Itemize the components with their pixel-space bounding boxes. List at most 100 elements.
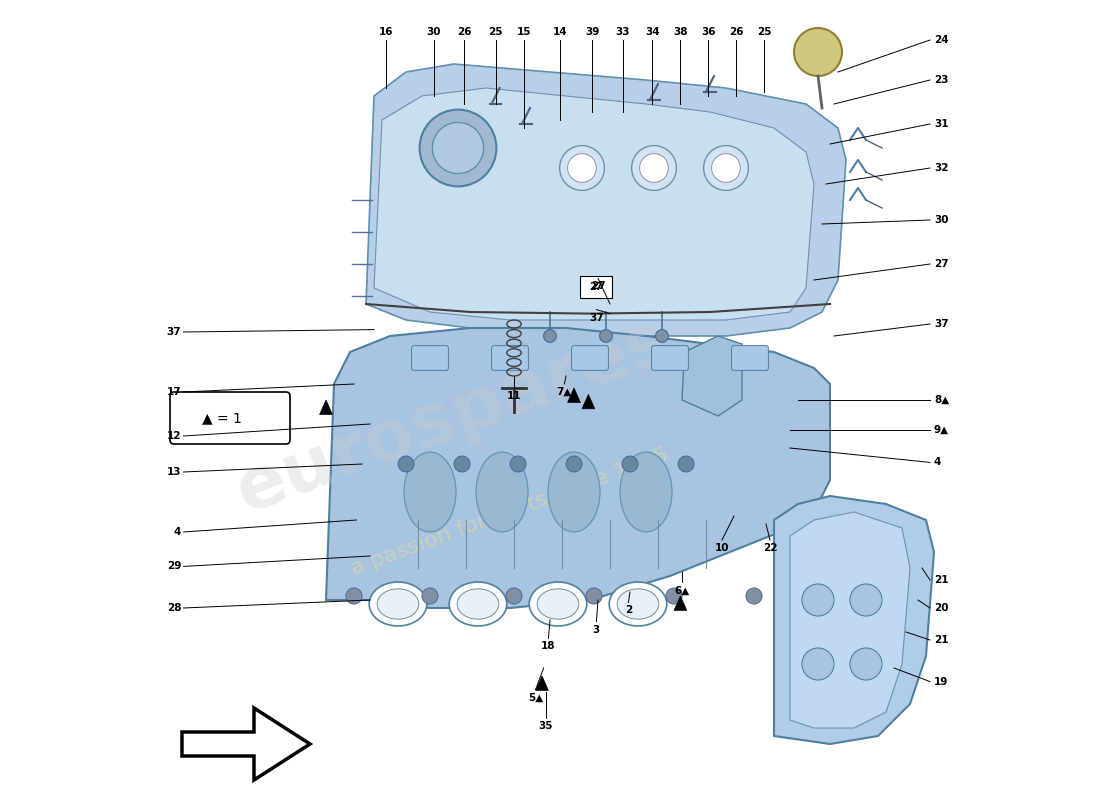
Text: 38: 38 (673, 27, 688, 37)
Circle shape (560, 146, 604, 190)
Text: 18: 18 (541, 642, 556, 651)
Circle shape (419, 110, 496, 186)
Text: 12: 12 (167, 431, 182, 441)
Text: 19: 19 (934, 677, 948, 686)
Text: 6▲: 6▲ (674, 586, 690, 595)
Text: 37: 37 (166, 327, 182, 337)
Text: 4: 4 (934, 458, 942, 467)
Text: ▲ = 1: ▲ = 1 (202, 411, 242, 426)
Text: 15: 15 (516, 27, 531, 37)
FancyBboxPatch shape (651, 346, 689, 370)
Circle shape (568, 154, 596, 182)
Circle shape (802, 648, 834, 680)
Text: 37: 37 (590, 313, 604, 322)
Circle shape (346, 588, 362, 604)
Text: 14: 14 (553, 27, 568, 37)
Text: 34: 34 (645, 27, 660, 37)
Text: 26: 26 (729, 27, 744, 37)
Text: 30: 30 (427, 27, 441, 37)
Polygon shape (682, 336, 742, 416)
Circle shape (566, 456, 582, 472)
Ellipse shape (609, 582, 667, 626)
Ellipse shape (370, 582, 427, 626)
Text: 10: 10 (715, 543, 729, 553)
FancyBboxPatch shape (581, 276, 613, 298)
Circle shape (398, 456, 414, 472)
Text: 11: 11 (507, 391, 521, 401)
Circle shape (621, 456, 638, 472)
Circle shape (704, 146, 748, 190)
FancyBboxPatch shape (170, 392, 290, 444)
Text: 36: 36 (701, 27, 716, 37)
Circle shape (656, 330, 669, 342)
Circle shape (794, 28, 842, 76)
Text: 23: 23 (934, 75, 948, 85)
Text: 32: 32 (934, 163, 948, 173)
Ellipse shape (404, 452, 456, 532)
Polygon shape (568, 388, 581, 402)
Polygon shape (374, 88, 814, 320)
Text: 25: 25 (488, 27, 503, 37)
Text: 28: 28 (167, 603, 182, 613)
Circle shape (850, 584, 882, 616)
Circle shape (639, 154, 669, 182)
Ellipse shape (620, 452, 672, 532)
Circle shape (666, 588, 682, 604)
Text: 30: 30 (934, 215, 948, 225)
Text: 33: 33 (616, 27, 630, 37)
Text: 22: 22 (762, 543, 778, 553)
Text: 8▲: 8▲ (934, 395, 949, 405)
Circle shape (586, 588, 602, 604)
Text: 27: 27 (934, 259, 948, 269)
Circle shape (802, 584, 834, 616)
Ellipse shape (449, 582, 507, 626)
Text: 7▲: 7▲ (557, 387, 572, 397)
Text: 27: 27 (591, 282, 605, 291)
Circle shape (850, 648, 882, 680)
Text: 20: 20 (934, 603, 948, 613)
Circle shape (746, 588, 762, 604)
Text: 13: 13 (167, 467, 182, 477)
Text: 27: 27 (590, 282, 603, 292)
Text: a passion for parts since 1985: a passion for parts since 1985 (349, 445, 672, 579)
Text: 24: 24 (934, 35, 948, 45)
Ellipse shape (476, 452, 528, 532)
Text: 39: 39 (585, 27, 600, 37)
Ellipse shape (537, 589, 579, 619)
Polygon shape (326, 328, 830, 608)
Polygon shape (774, 496, 934, 744)
Polygon shape (536, 676, 549, 690)
Ellipse shape (617, 589, 659, 619)
Circle shape (506, 588, 522, 604)
Circle shape (712, 154, 740, 182)
Circle shape (543, 330, 557, 342)
Text: 21: 21 (934, 575, 948, 585)
Circle shape (631, 146, 676, 190)
Polygon shape (790, 512, 910, 728)
Text: 2: 2 (625, 606, 632, 615)
FancyBboxPatch shape (492, 346, 528, 370)
FancyBboxPatch shape (411, 346, 449, 370)
Ellipse shape (548, 452, 600, 532)
Ellipse shape (458, 589, 498, 619)
Text: 9▲: 9▲ (934, 425, 949, 434)
Text: 37: 37 (934, 319, 948, 329)
Text: eurospares: eurospares (228, 306, 681, 526)
Circle shape (432, 122, 484, 174)
Circle shape (600, 330, 613, 342)
Ellipse shape (377, 589, 419, 619)
Text: 17: 17 (166, 387, 182, 397)
Circle shape (422, 588, 438, 604)
Text: 16: 16 (378, 27, 394, 37)
Polygon shape (182, 708, 310, 780)
Polygon shape (582, 394, 595, 409)
Text: 35: 35 (539, 721, 553, 730)
FancyBboxPatch shape (572, 346, 608, 370)
Polygon shape (366, 64, 846, 336)
Polygon shape (320, 400, 332, 414)
Ellipse shape (529, 582, 586, 626)
Circle shape (510, 456, 526, 472)
Text: 25: 25 (757, 27, 772, 37)
FancyBboxPatch shape (732, 346, 769, 370)
Text: 3: 3 (593, 625, 600, 634)
